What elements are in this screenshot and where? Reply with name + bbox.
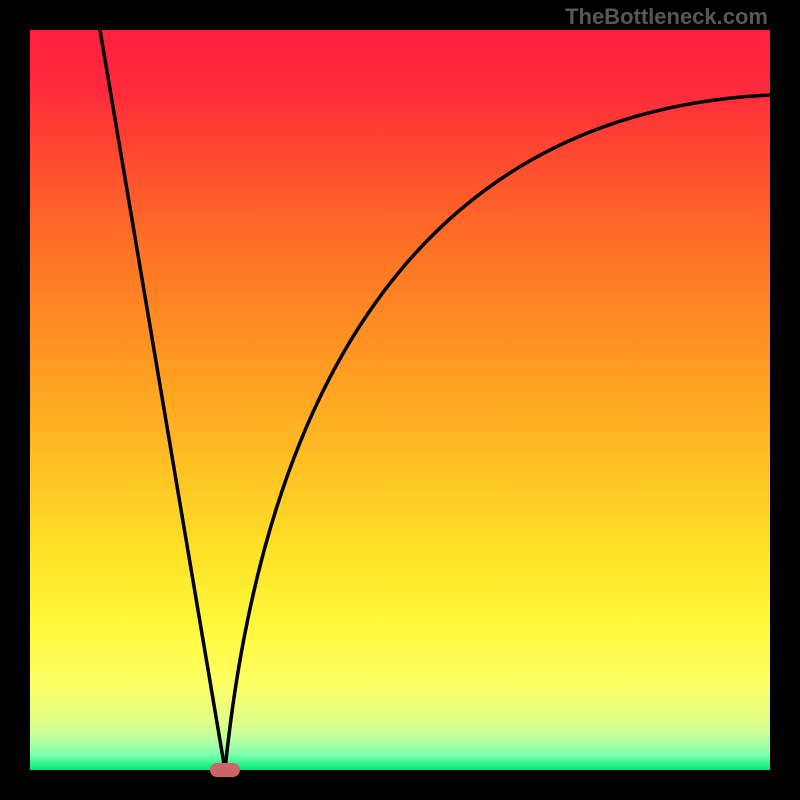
plot-area	[30, 30, 770, 770]
watermark-text: TheBottleneck.com	[565, 4, 768, 30]
bottleneck-curve	[100, 30, 770, 770]
figure-canvas: TheBottleneck.com	[0, 0, 800, 800]
curve-overlay	[30, 30, 770, 770]
valley-marker	[210, 763, 240, 777]
